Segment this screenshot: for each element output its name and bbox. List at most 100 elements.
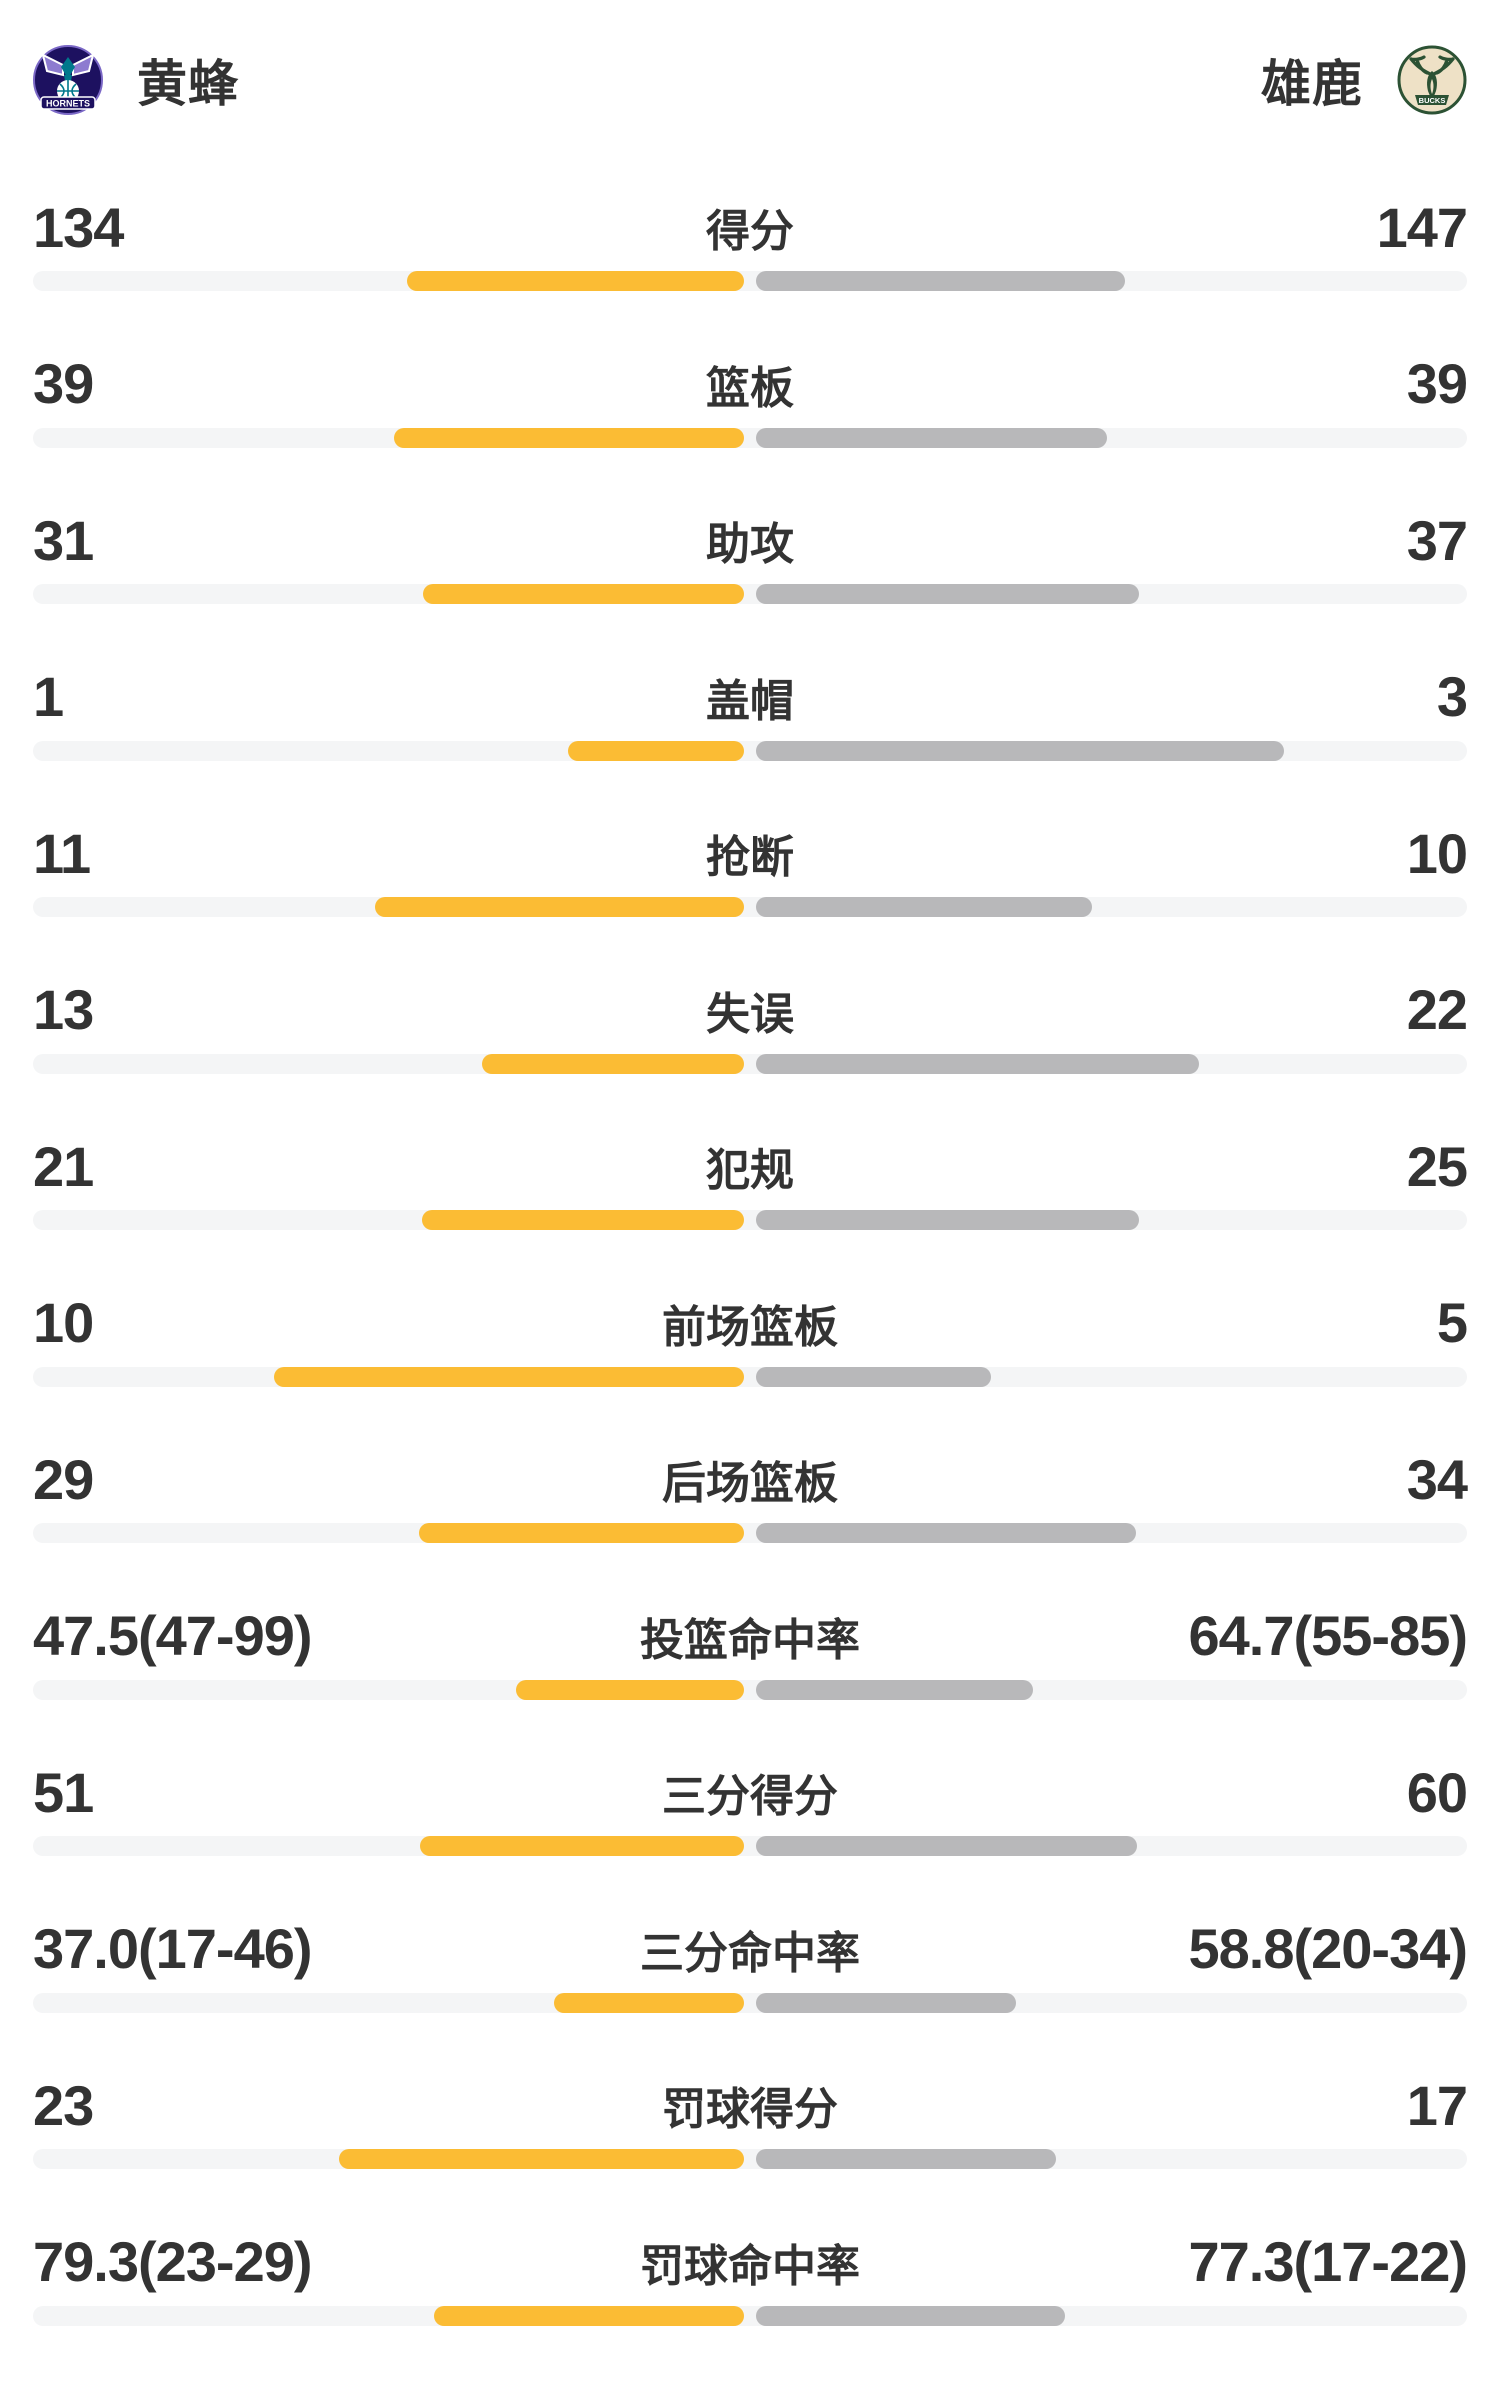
bucks-logo-text: BUCKS [1419,96,1446,105]
stat-bar-left-team [568,740,744,761]
stat-bar-track [33,1523,1467,1543]
stat-bar-right-team [756,1366,991,1387]
stat-values-line: 37.0(17-46) 三分命中率 58.8(20-34) [33,1909,1468,1989]
stat-bar-left-team [394,427,744,448]
stat-left-value: 10 [33,1291,94,1354]
stat-label: 罚球命中率 [640,2241,860,2291]
stat-values-line: 13 失误 22 [33,970,1468,1050]
stat-row: 51 三分得分 60 [33,1752,1468,1856]
stat-bar-track [33,271,1467,291]
left-team: HORNETS 黄蜂 [33,44,239,116]
left-team-name: 黄蜂 [137,56,239,112]
stat-bar-right-team [756,740,1284,761]
stat-values-line: 47.5(47-99) 投篮命中率 64.7(55-85) [33,1596,1468,1676]
stat-bar-track [33,1366,1467,1387]
stat-bar-track [33,897,1467,917]
stat-right-value: 147 [1376,195,1468,259]
stat-bar-left-team [407,271,744,291]
stat-row: 23 罚球得分 17 [33,2065,1468,2169]
stat-label: 前场篮板 [662,1302,838,1352]
stat-left-value: 51 [33,1760,94,1824]
stat-row: 47.5(47-99) 投篮命中率 64.7(55-85) [33,1596,1468,1700]
stat-values-line: 23 罚球得分 17 [33,2065,1468,2145]
stat-label: 盖帽 [706,676,794,726]
stat-right-value: 77.3(17-22) [1188,2230,1468,2293]
stat-bar-right-team [756,897,1092,917]
stat-label: 助攻 [706,520,794,569]
stat-left-value: 134 [33,195,124,259]
stat-bar-track [33,1210,1467,1230]
stat-left-value: 31 [33,508,94,572]
stat-left-value: 37.0(17-46) [33,1917,313,1980]
stat-right-value: 34 [1406,1447,1468,1511]
stat-values-line: 11 抢断 10 [33,813,1468,893]
stat-values-line: 21 犯规 25 [33,1126,1468,1206]
stat-right-value: 5 [1436,1291,1468,1354]
stat-right-value: 64.7(55-85) [1188,1604,1468,1667]
right-team-name: 雄鹿 [1261,56,1363,112]
stat-bar-left-team [482,1053,744,1074]
stat-bar-left-team [516,1679,744,1700]
stat-bar-track [33,584,1467,604]
stat-bar-left-team [423,584,744,604]
stat-bar-left-team [339,2149,744,2169]
stat-bar-track [33,740,1467,761]
stat-right-value: 22 [1406,978,1468,1041]
stat-values-line: 39 篮板 39 [33,344,1468,424]
stat-bar-track [33,2149,1467,2169]
stat-bar-track [33,1992,1467,2013]
stat-values-line: 29 后场篮板 34 [33,1439,1468,1519]
stat-left-value: 47.5(47-99) [33,1604,313,1667]
stat-label: 犯规 [706,1146,794,1195]
stat-values-line: 79.3(23-29) 罚球命中率 77.3(17-22) [33,2222,1468,2302]
stat-bar-right-team [756,427,1107,448]
stat-bar-right-team [756,584,1139,604]
right-team: 雄鹿 BUCKS [1261,44,1467,116]
stat-bar-right-team [756,271,1125,291]
stat-right-value: 60 [1406,1760,1468,1824]
stat-values-line: 1 盖帽 3 [33,657,1468,737]
stat-right-value: 37 [1406,508,1468,572]
stat-bar-left-team [274,1366,744,1387]
stat-row: 11 抢断 10 [33,813,1468,917]
stat-right-value: 58.8(20-34) [1188,1917,1468,1980]
stat-bar-track [33,1679,1467,1700]
stat-right-value: 25 [1406,1134,1468,1198]
stat-left-value: 79.3(23-29) [33,2230,313,2293]
stat-row: 1 盖帽 3 [33,657,1468,761]
stat-values-line: 134 得分 147 [33,187,1468,267]
stat-left-value: 39 [33,352,94,415]
stat-row: 37.0(17-46) 三分命中率 58.8(20-34) [33,1909,1468,2013]
stat-bar-track [33,427,1467,448]
stat-bar-left-team [420,1836,744,1856]
stat-bar-left-team [419,1523,744,1543]
stat-label: 三分得分 [662,1772,838,1821]
stat-bar-right-team [756,1210,1139,1230]
stat-bar-right-team [756,1836,1137,1856]
stat-label: 后场篮板 [662,1459,838,1508]
stat-bar-track [33,1836,1467,1856]
stat-bar-right-team [756,1053,1199,1074]
stat-row: 79.3(23-29) 罚球命中率 77.3(17-22) [33,2222,1468,2326]
stat-bar-right-team [756,1679,1033,1700]
stat-bar-right-team [756,2149,1056,2169]
hornets-logo-text: HORNETS [46,99,90,109]
teams-header: HORNETS 黄蜂 雄鹿 BUCKS [0,0,1500,115]
stat-bar-track [33,1053,1467,1074]
stat-left-value: 13 [33,978,94,1041]
stat-bar-right-team [756,2305,1065,2326]
stat-label: 得分 [706,207,794,256]
stats-list: 134 得分 147 39 篮板 39 31 助攻 37 [0,187,1500,2326]
stat-left-value: 23 [33,2073,94,2137]
stat-left-value: 1 [33,665,64,728]
stat-bar-track [33,2305,1467,2326]
stat-right-value: 3 [1436,665,1468,728]
stat-right-value: 17 [1406,2073,1468,2137]
stat-values-line: 51 三分得分 60 [33,1752,1468,1832]
stat-values-line: 31 助攻 37 [33,500,1468,580]
bucks-team-logo-icon: BUCKS [1397,45,1467,115]
stat-bar-left-team [434,2305,744,2326]
stat-label: 三分命中率 [640,1928,860,1978]
stat-row: 31 助攻 37 [33,500,1468,604]
stat-right-value: 10 [1406,821,1468,885]
